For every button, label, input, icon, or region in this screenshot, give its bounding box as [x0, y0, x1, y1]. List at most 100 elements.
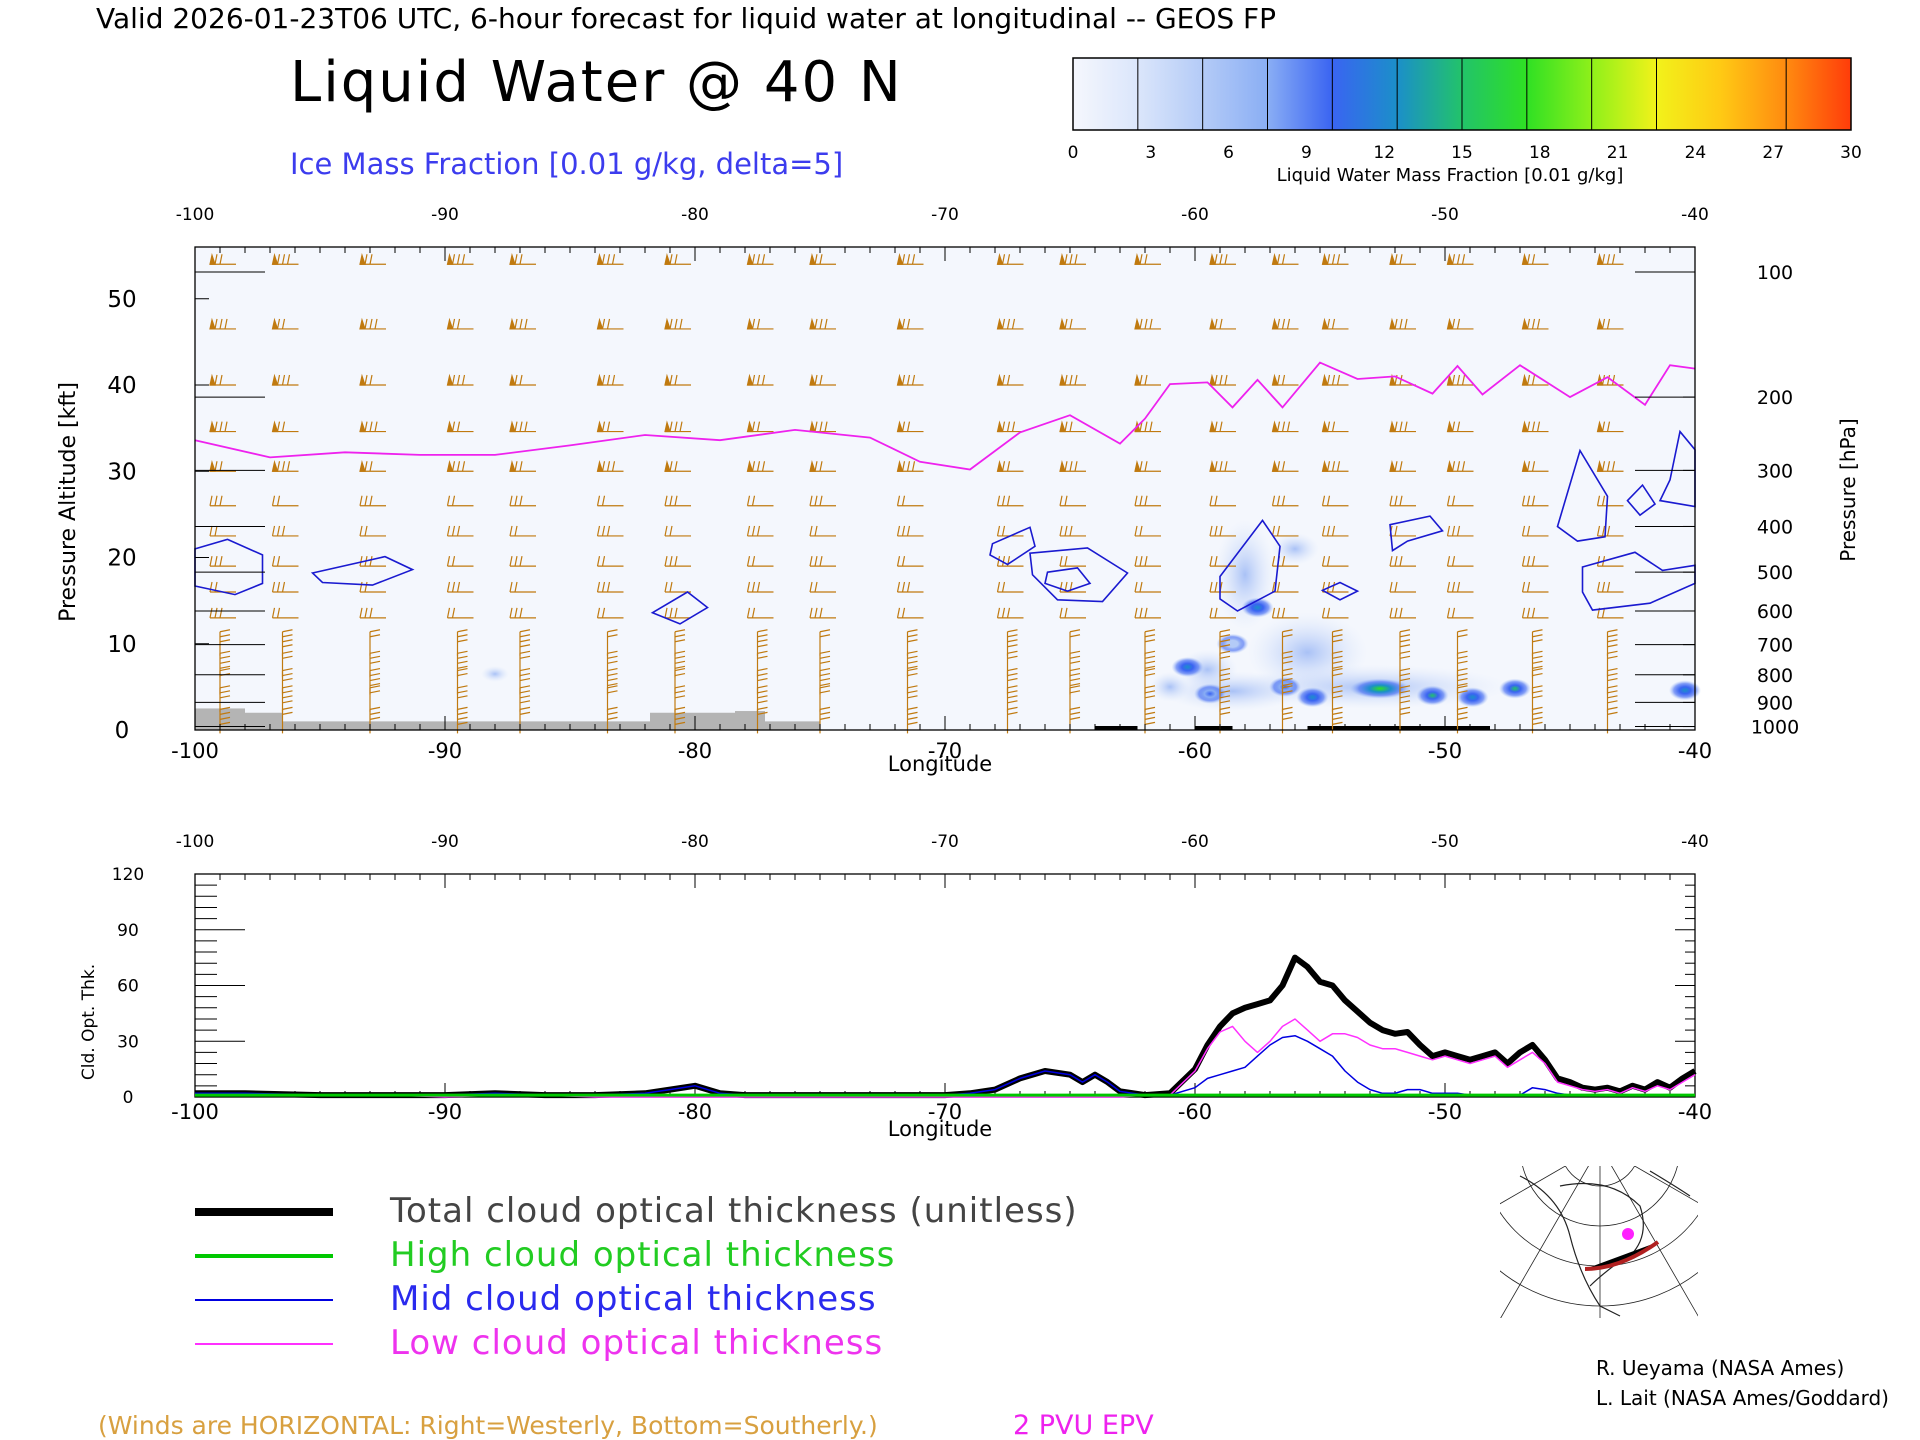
wind-barb [1521, 581, 1549, 593]
wind-barb [509, 607, 536, 619]
wind-barb [1134, 556, 1161, 567]
wind-barb [1006, 685, 1018, 712]
wind-barb [1456, 685, 1468, 712]
wind-barb [1399, 629, 1411, 656]
colorbar-tick-label: 30 [1840, 143, 1862, 163]
wind-barb [664, 420, 691, 433]
legend: Total cloud optical thickness (unitless)… [195, 1191, 1078, 1363]
surface-marker [1095, 726, 1138, 730]
pressure-tick-label: 500 [1757, 562, 1793, 584]
liquid-water-cell [1499, 678, 1531, 699]
wind-barb [906, 685, 918, 712]
x-tick-label: -60 [1178, 739, 1212, 763]
wind-barb [809, 607, 836, 619]
wind-barb [271, 460, 299, 472]
wind-barb [1521, 607, 1549, 619]
wind-barb [1321, 373, 1349, 386]
wind-barb [1389, 495, 1416, 507]
x-tick-label-top: -70 [931, 205, 959, 225]
wind-barb [664, 253, 691, 265]
wind-barb [1209, 607, 1236, 619]
wind-barb [359, 253, 386, 265]
wind-barb [1596, 253, 1624, 265]
wind-barb [359, 525, 386, 537]
map-meridian [1600, 996, 1860, 1146]
wind-barb [746, 495, 774, 507]
wind-barb [1446, 495, 1474, 507]
wind-barb [1596, 525, 1624, 537]
surface-marker [1195, 726, 1233, 730]
wind-barb [809, 317, 836, 330]
wind-barb [1321, 317, 1349, 330]
wind-barb [746, 460, 774, 472]
y-tick-label: 90 [117, 921, 139, 941]
wind-barb [1271, 581, 1299, 593]
wind-barb [519, 685, 531, 712]
wind-barb [746, 420, 774, 433]
colorbar-tick-label: 3 [1145, 143, 1156, 163]
wind-barb [1144, 685, 1156, 712]
map-meridian [1611, 1166, 1698, 1317]
wind-barb [756, 685, 768, 712]
wind-barb [456, 685, 468, 712]
wind-barb [809, 373, 836, 386]
map-track [1584, 1240, 1660, 1271]
x-tick-label-top: -100 [176, 832, 215, 852]
epv-legend-label: 2 PVU EPV [1013, 1410, 1154, 1440]
wind-barb [1059, 420, 1086, 433]
wind-barb [209, 495, 236, 507]
wind-barb [896, 525, 924, 537]
map-meridian [1450, 886, 1600, 1146]
y-tick-label: 50 [107, 287, 136, 313]
wind-barb [1596, 495, 1624, 507]
epv-2pvu-line [194, 361, 1696, 471]
wind-barb [1134, 253, 1161, 265]
wind-barb [996, 420, 1024, 433]
wind-barb [359, 317, 386, 330]
wind-barb [446, 253, 474, 265]
wind-barb [446, 420, 474, 433]
wind-barb [209, 373, 236, 386]
wind-barb [1331, 629, 1343, 656]
legend-label: Total cloud optical thickness (unitless) [389, 1191, 1078, 1231]
wind-barb [1521, 373, 1549, 386]
wind-barb [1531, 629, 1543, 656]
wind-barb [746, 317, 774, 330]
wind-barb [281, 629, 293, 656]
wind-barb [746, 373, 774, 386]
wind-barb [809, 253, 836, 265]
wind-barb [1521, 420, 1549, 433]
wind-barb [281, 685, 293, 712]
credit-line-2: L. Lait (NASA Ames/Goddard) [1596, 1386, 1889, 1410]
wind-barb [664, 607, 691, 619]
wind-barb [1521, 317, 1549, 330]
location-inset-map [1450, 886, 1860, 1318]
wind-barb [1446, 556, 1474, 567]
wind-barb [209, 317, 236, 330]
wind-barb [996, 317, 1024, 330]
map-coastline [1519, 1170, 1691, 1317]
liquid-water-cell [1296, 687, 1329, 708]
wind-barb [1144, 629, 1156, 656]
wind-barb [1596, 317, 1624, 330]
chart-title: Liquid Water @ 40 N [290, 50, 903, 115]
optical-thickness-lines [195, 954, 1697, 1099]
x-tick-label-top: -60 [1181, 205, 1209, 225]
wind-barb [606, 629, 618, 656]
x-tick-label-top: -40 [1681, 205, 1709, 225]
wind-barb [896, 373, 924, 386]
wind-barb [596, 607, 624, 619]
ice-contour [1029, 547, 1129, 603]
wind-barb [1321, 607, 1349, 619]
wind-barb [809, 581, 836, 593]
x-tick-label-top: -100 [176, 205, 215, 225]
wind-barb [1134, 525, 1161, 537]
wind-barb [359, 495, 386, 507]
colorbar-tick-label: 9 [1301, 143, 1312, 163]
pressure-tick-label: 400 [1757, 516, 1793, 538]
wind-barb [1219, 629, 1231, 656]
wind-barb [509, 317, 536, 330]
wind-barb [1134, 373, 1161, 386]
wind-barb [271, 420, 299, 433]
wind-barb [1069, 629, 1081, 656]
